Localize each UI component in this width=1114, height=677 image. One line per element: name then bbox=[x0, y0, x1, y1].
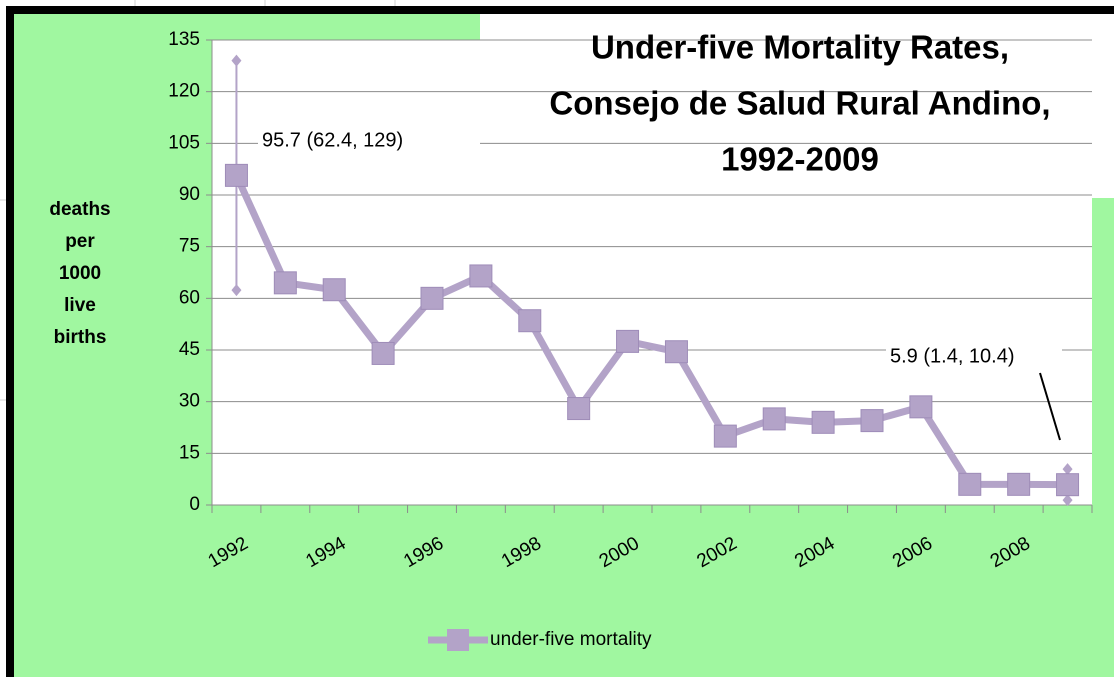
y-axis-label: live bbox=[64, 295, 96, 316]
y-axis-label: births bbox=[54, 327, 107, 348]
error-cap bbox=[231, 284, 242, 297]
marker bbox=[909, 395, 933, 419]
annotation-box bbox=[258, 125, 480, 157]
marker bbox=[1007, 472, 1031, 496]
marker bbox=[322, 278, 346, 302]
y-tick-label: 120 bbox=[168, 81, 200, 102]
marker bbox=[664, 340, 688, 364]
annotation: 95.7 (62.4, 129) bbox=[262, 129, 403, 151]
marker bbox=[224, 163, 248, 187]
marker bbox=[762, 407, 786, 431]
annotation-box bbox=[886, 341, 1062, 373]
marker bbox=[616, 329, 640, 353]
y-axis-label: 1000 bbox=[59, 263, 101, 284]
marker bbox=[713, 424, 737, 448]
marker bbox=[420, 286, 444, 310]
annotation: 5.9 (1.4, 10.4) bbox=[890, 345, 1015, 367]
annotation-leader bbox=[1039, 372, 1061, 441]
y-axis-label: per bbox=[65, 231, 95, 252]
y-tick-label: 75 bbox=[179, 236, 200, 257]
chart-title: Under-five Mortality Rates, bbox=[591, 29, 1009, 66]
y-tick-label: 135 bbox=[168, 29, 200, 50]
y-tick-label: 45 bbox=[179, 339, 200, 360]
y-axis-label: deaths bbox=[49, 199, 110, 220]
y-tick-label: 15 bbox=[179, 442, 200, 463]
error-cap bbox=[1062, 494, 1073, 507]
title-box bbox=[480, 14, 1114, 198]
legend-marker bbox=[447, 629, 469, 651]
marker bbox=[469, 264, 493, 288]
chart-title: Consejo de Salud Rural Andino, bbox=[549, 85, 1050, 122]
marker bbox=[518, 309, 542, 333]
marker bbox=[958, 472, 982, 496]
marker bbox=[1056, 473, 1080, 497]
y-tick-label: 0 bbox=[189, 494, 200, 515]
marker bbox=[860, 409, 884, 433]
error-cap bbox=[231, 54, 242, 67]
error-cap bbox=[1062, 463, 1073, 476]
marker bbox=[811, 410, 835, 434]
y-tick-label: 90 bbox=[179, 184, 200, 205]
marker bbox=[371, 341, 395, 365]
y-tick-label: 60 bbox=[179, 287, 200, 308]
chart-title: 1992-2009 bbox=[721, 141, 879, 178]
y-tick-label: 30 bbox=[179, 391, 200, 412]
legend-label: under-five mortality bbox=[490, 629, 652, 650]
y-tick-label: 105 bbox=[168, 132, 200, 153]
marker bbox=[273, 271, 297, 295]
marker bbox=[567, 397, 591, 421]
